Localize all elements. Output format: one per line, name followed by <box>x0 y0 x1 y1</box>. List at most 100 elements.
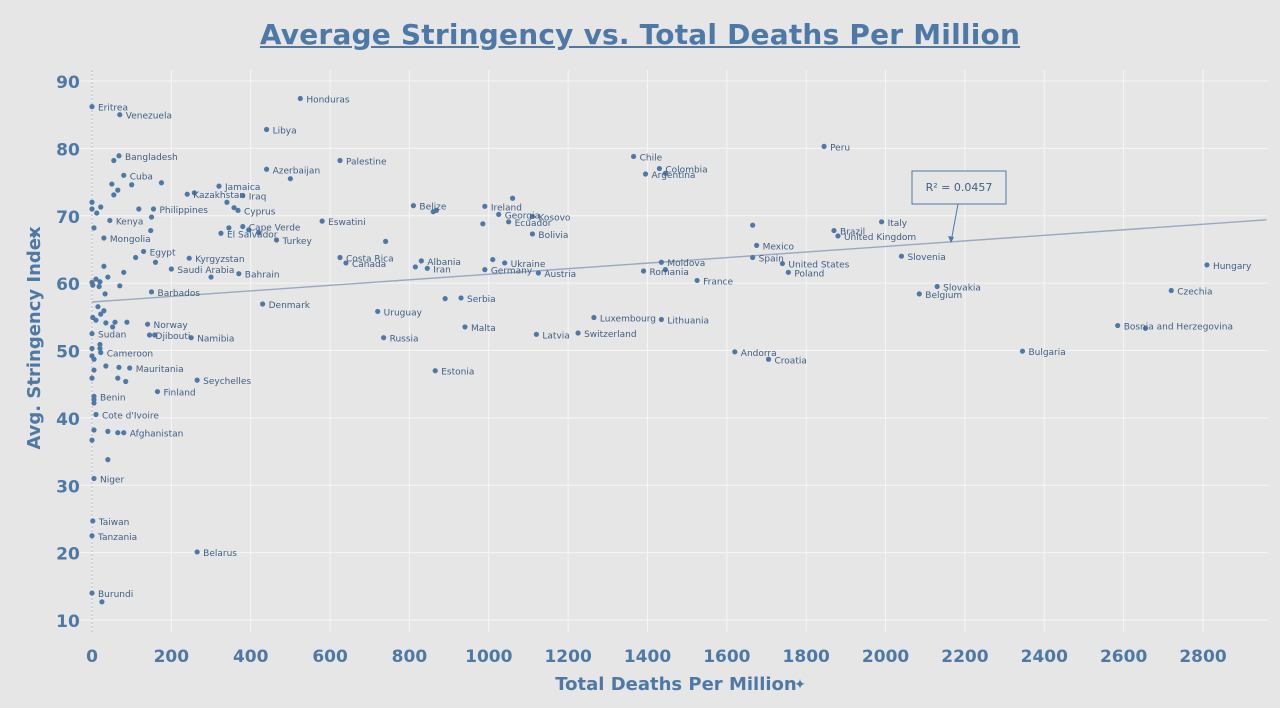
data-point[interactable] <box>375 308 381 315</box>
r-squared-annotation[interactable]: R² = 0.0457 <box>911 170 1007 243</box>
data-point[interactable] <box>240 223 246 230</box>
data-point[interactable] <box>432 368 438 374</box>
data-point[interactable] <box>658 259 664 265</box>
data-point[interactable] <box>231 205 237 211</box>
data-point[interactable] <box>121 430 127 436</box>
data-point[interactable] <box>127 365 133 371</box>
data-point[interactable] <box>529 213 536 220</box>
data-point[interactable] <box>91 427 97 433</box>
data-point[interactable] <box>115 430 121 436</box>
data-point[interactable] <box>115 375 121 381</box>
data-point[interactable] <box>107 217 113 224</box>
data-point[interactable] <box>506 219 512 225</box>
data-point[interactable] <box>732 349 738 355</box>
data-point[interactable] <box>111 157 117 164</box>
data-point[interactable] <box>319 218 325 224</box>
data-point[interactable] <box>102 291 108 297</box>
data-point[interactable] <box>381 335 387 341</box>
data-point[interactable] <box>916 291 922 297</box>
data-point[interactable] <box>194 549 200 555</box>
data-point[interactable] <box>297 95 303 102</box>
data-point[interactable] <box>186 255 192 261</box>
data-point[interactable] <box>462 324 468 330</box>
data-point[interactable] <box>418 258 424 264</box>
data-point[interactable] <box>91 225 97 231</box>
data-point[interactable] <box>575 330 581 336</box>
data-point[interactable] <box>236 271 242 277</box>
data-point[interactable] <box>246 227 252 233</box>
data-point[interactable] <box>105 457 111 463</box>
data-point[interactable] <box>117 283 123 289</box>
data-point[interactable] <box>117 112 123 118</box>
data-point[interactable] <box>591 314 597 321</box>
data-point[interactable] <box>1019 348 1026 354</box>
data-point[interactable] <box>821 143 827 149</box>
data-point[interactable] <box>103 363 109 369</box>
data-point[interactable] <box>383 238 389 244</box>
data-point[interactable] <box>121 269 127 275</box>
data-point[interactable] <box>152 259 159 265</box>
data-point[interactable] <box>98 349 104 356</box>
data-point[interactable] <box>89 590 95 596</box>
data-point[interactable] <box>97 279 103 285</box>
data-point[interactable] <box>765 356 772 362</box>
data-point[interactable] <box>631 153 637 160</box>
data-point[interactable] <box>754 242 760 248</box>
data-point[interactable] <box>482 203 488 209</box>
data-point[interactable] <box>750 254 756 261</box>
data-point[interactable] <box>91 400 97 406</box>
data-point[interactable] <box>105 428 111 434</box>
data-point[interactable] <box>482 267 488 273</box>
data-point[interactable] <box>90 518 96 524</box>
data-point[interactable] <box>91 475 97 482</box>
data-point[interactable] <box>133 254 139 261</box>
data-point[interactable] <box>95 304 101 310</box>
data-point[interactable] <box>148 214 155 220</box>
data-point[interactable] <box>662 267 668 273</box>
data-point[interactable] <box>410 203 416 209</box>
data-point[interactable] <box>89 345 95 352</box>
data-point[interactable] <box>121 172 127 178</box>
pin-icon[interactable]: ✦ <box>28 228 40 244</box>
data-point[interactable] <box>658 316 664 323</box>
data-point[interactable] <box>224 199 230 205</box>
data-point[interactable] <box>93 276 99 282</box>
data-point[interactable] <box>287 176 293 182</box>
data-point[interactable] <box>89 206 95 212</box>
data-point[interactable] <box>89 104 95 110</box>
data-point[interactable] <box>216 183 222 189</box>
data-point[interactable] <box>144 321 151 327</box>
data-point[interactable] <box>208 274 214 280</box>
data-point[interactable] <box>1115 322 1121 329</box>
data-point[interactable] <box>136 206 142 212</box>
data-point[interactable] <box>123 378 129 385</box>
data-point[interactable] <box>879 219 885 225</box>
data-point[interactable] <box>93 317 99 323</box>
data-point[interactable] <box>146 332 153 338</box>
pin-icon[interactable]: ✦ <box>794 677 806 693</box>
data-point[interactable] <box>934 283 940 290</box>
data-point[interactable] <box>256 229 262 236</box>
data-point[interactable] <box>480 221 486 227</box>
data-point[interactable] <box>188 335 194 341</box>
data-point[interactable] <box>129 182 135 188</box>
data-point[interactable] <box>115 187 121 193</box>
data-point[interactable] <box>116 153 122 159</box>
data-point[interactable] <box>343 260 349 266</box>
data-point[interactable] <box>535 270 541 276</box>
data-point[interactable] <box>124 319 130 325</box>
data-point[interactable] <box>112 319 118 325</box>
data-point[interactable] <box>116 364 122 370</box>
data-point[interactable] <box>750 222 756 228</box>
data-point[interactable] <box>97 345 103 352</box>
data-point[interactable] <box>458 295 464 301</box>
data-point[interactable] <box>424 265 430 271</box>
data-point[interactable] <box>1168 287 1174 294</box>
data-point[interactable] <box>433 207 440 213</box>
data-point[interactable] <box>152 332 158 338</box>
data-point[interactable] <box>509 195 516 201</box>
data-point[interactable] <box>91 356 97 362</box>
data-point[interactable] <box>148 289 155 295</box>
data-point[interactable] <box>263 126 270 133</box>
data-point[interactable] <box>412 264 418 270</box>
